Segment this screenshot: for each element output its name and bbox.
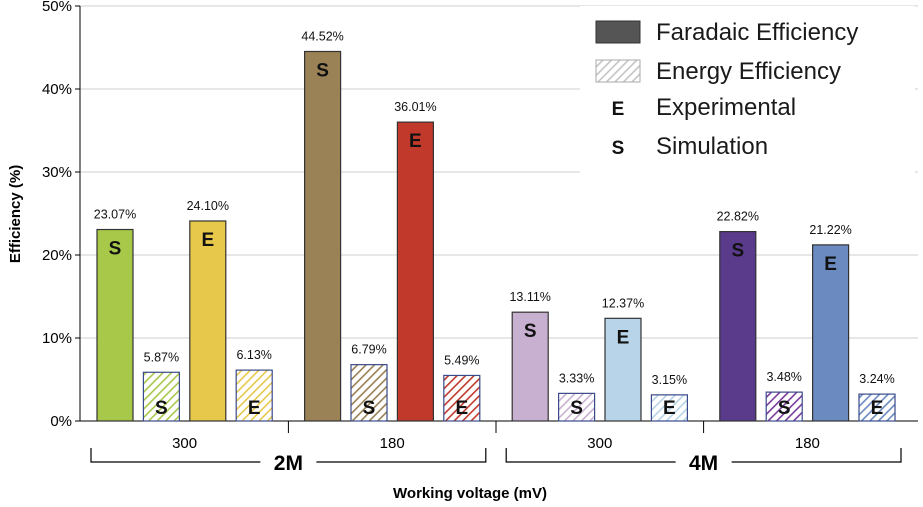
bar-2M-300-faradaic-s — [96, 228, 134, 422]
bar-value-label: 22.82% — [717, 210, 759, 224]
voltage-label: 300 — [172, 435, 197, 452]
y-tick-label: 20% — [42, 247, 72, 264]
legend-symbol-simulation: S — [612, 138, 625, 159]
voltage-label: 180 — [380, 435, 405, 452]
bar-value-label: 5.49% — [444, 353, 479, 367]
bar-value-label: 21.22% — [809, 223, 851, 237]
y-tick-label: 40% — [42, 81, 72, 98]
bar-value-label: 3.48% — [766, 370, 801, 384]
x-axis-title: Working voltage (mV) — [393, 485, 547, 502]
bar-value-label: 23.07% — [94, 208, 136, 222]
bar-source-symbol: E — [617, 327, 630, 348]
bar-value-label: 3.24% — [859, 372, 894, 386]
group-brackets: 300 180 300 180 2M 4M — [90, 421, 902, 475]
bar-value-label: 6.13% — [236, 348, 271, 362]
bar-source-symbol: S — [524, 321, 537, 342]
legend-swatch-energy — [595, 59, 641, 83]
bar-2M-300-energy-s — [142, 371, 180, 422]
concentration-label: 4M — [689, 452, 718, 475]
bar-source-symbol: E — [409, 131, 422, 152]
bar-2M-180-energy-e — [443, 374, 481, 422]
bar-4M-180-energy-e — [858, 393, 896, 422]
legend-label-experimental: Experimental — [656, 94, 796, 121]
bar-value-label: 5.87% — [144, 350, 179, 364]
voltage-label: 180 — [795, 435, 820, 452]
bar-2M-180-energy-s — [350, 364, 388, 422]
bar-source-symbol: S — [109, 239, 122, 260]
bar-source-symbol: E — [663, 398, 676, 419]
voltage-label: 300 — [587, 435, 612, 452]
bar-4M-180-faradaic-s — [719, 230, 757, 422]
bar-4M-300-energy-s — [557, 392, 596, 422]
bar-2M-300-faradaic-e — [189, 220, 227, 422]
bar-4M-300-energy-e — [650, 394, 689, 422]
bar-value-label: 6.79% — [351, 343, 386, 357]
bar-value-label: 44.52% — [301, 29, 343, 43]
bar-value-label: 3.15% — [652, 373, 687, 387]
bar-value-label: 3.33% — [559, 371, 594, 385]
bar-4M-180-faradaic-e — [811, 244, 850, 422]
bar-source-symbol: S — [316, 60, 329, 81]
bar-value-label: 12.37% — [602, 296, 644, 310]
bar-source-symbol: E — [201, 230, 214, 251]
y-tick-label: 0% — [50, 413, 72, 430]
legend-label-energy: Energy Efficiency — [656, 58, 841, 85]
y-tick-label: 50% — [42, 0, 72, 15]
legend-label-simulation: Simulation — [656, 133, 768, 160]
bar-source-symbol: S — [731, 241, 744, 262]
bars: 23.07% S 5.87% S 24.10% E 6.13% E 44.52% S 6.79% S 3… — [94, 29, 896, 422]
bar-4M-300-faradaic-e — [604, 317, 642, 422]
y-tick-label: 30% — [42, 164, 72, 181]
legend-symbol-experimental: E — [612, 99, 625, 120]
bar-4M-180-energy-s — [765, 391, 803, 422]
concentration-label: 2M — [274, 452, 303, 475]
y-axis-title: Efficiency (%) — [7, 165, 24, 263]
group-bracket — [505, 448, 902, 463]
bar-4M-300-faradaic-s — [511, 311, 549, 422]
bar-source-symbol: E — [248, 398, 261, 419]
bar-source-symbol: E — [871, 398, 884, 419]
legend-label-faradaic: Faradaic Efficiency — [656, 19, 858, 46]
bar-2M-180-faradaic-e — [396, 121, 434, 422]
bar-source-symbol: S — [363, 398, 376, 419]
bar-source-symbol: E — [824, 254, 837, 275]
bar-value-label: 13.11% — [509, 290, 550, 304]
bar-2M-300-energy-e — [235, 369, 273, 422]
group-bracket — [90, 448, 487, 463]
bar-2M-180-faradaic-s — [304, 50, 342, 422]
bar-source-symbol: S — [570, 398, 583, 419]
bar-value-label: 24.10% — [187, 199, 229, 213]
bar-source-symbol: E — [455, 398, 468, 419]
y-tick-labels: 0% 10% 20% 30% 40% 50% — [42, 0, 80, 430]
bar-value-label: 36.01% — [394, 100, 436, 114]
y-tick-label: 10% — [42, 330, 72, 347]
legend: Faradaic Efficiency Energy Efficiency E … — [580, 6, 915, 178]
bar-source-symbol: S — [155, 398, 168, 419]
bar-source-symbol: S — [778, 398, 791, 419]
legend-swatch-faradaic — [595, 20, 641, 44]
